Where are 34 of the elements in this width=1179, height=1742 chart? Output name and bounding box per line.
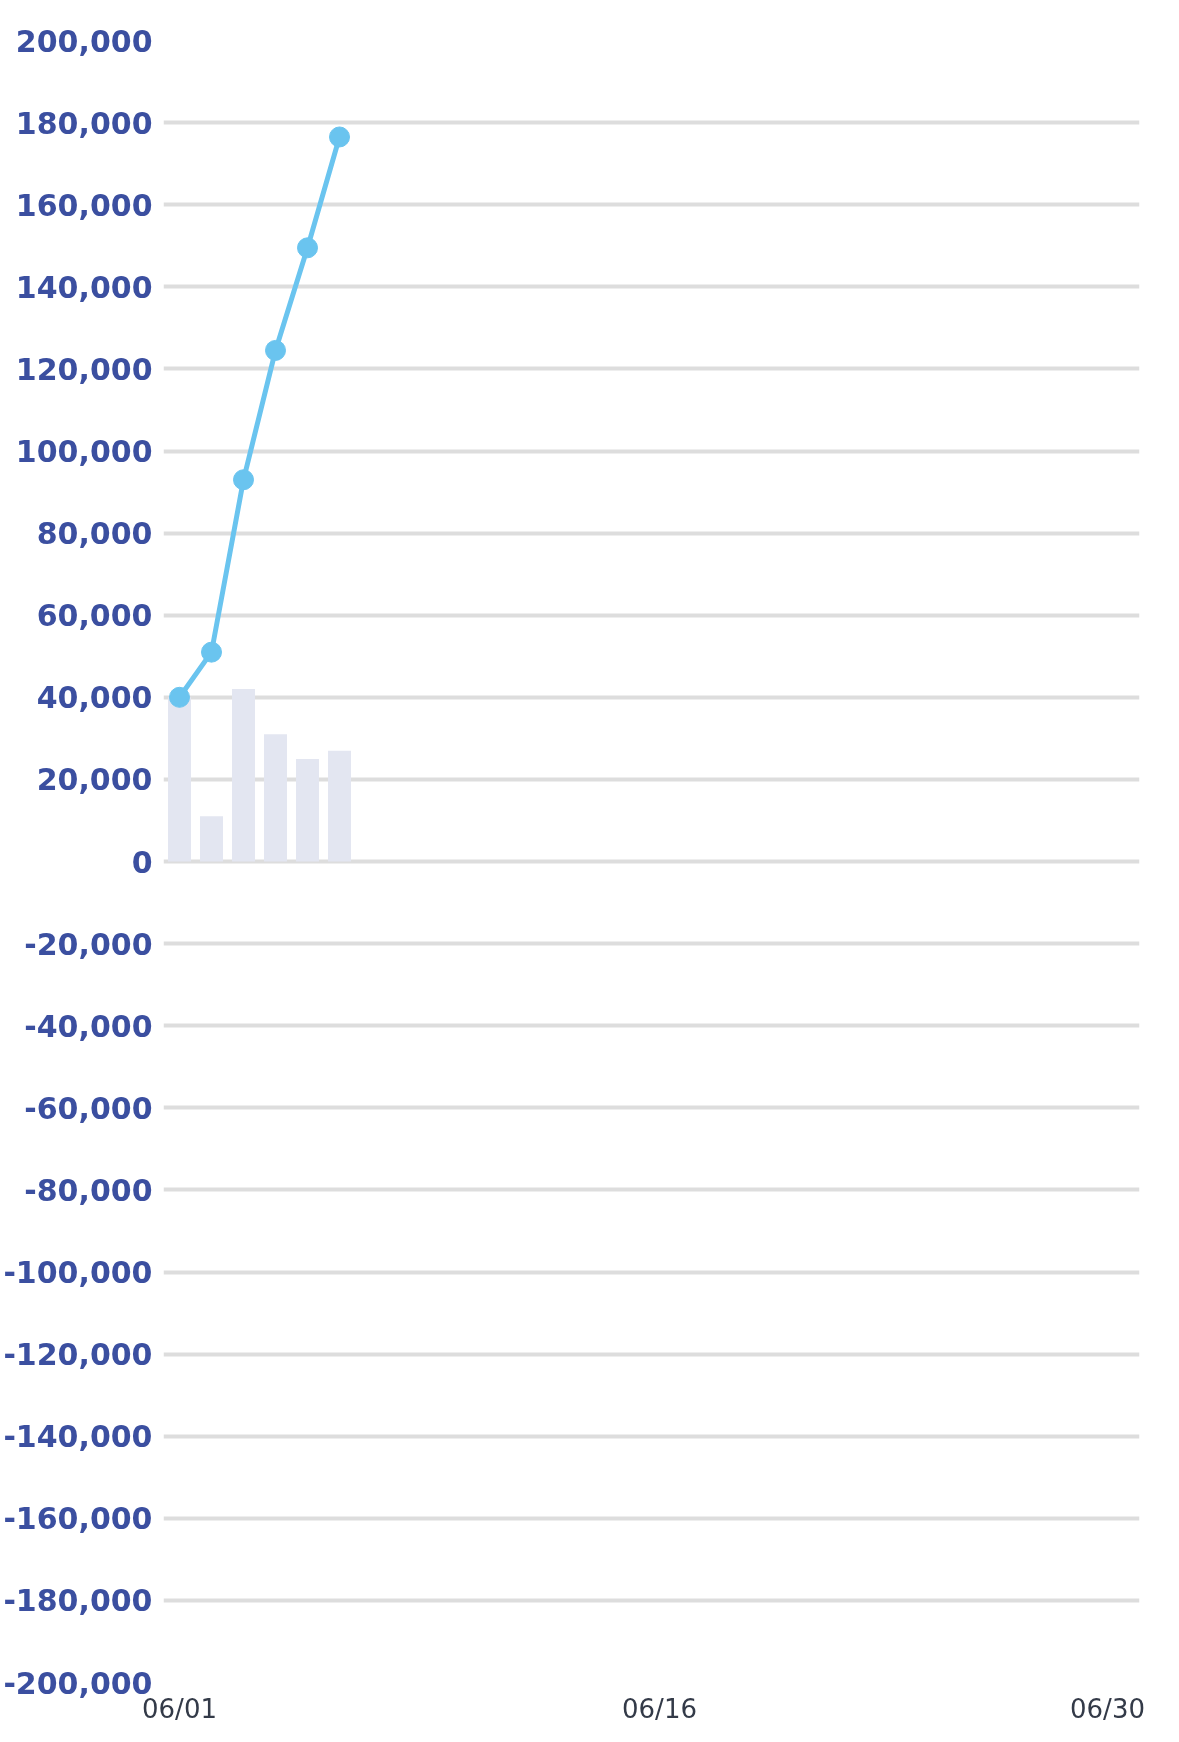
y-tick-label: 80,000: [36, 516, 153, 552]
bar: [167, 697, 192, 862]
y-tick-label: 60,000: [36, 598, 153, 634]
y-tick-label: -20,000: [24, 926, 153, 962]
y-tick-label: -140,000: [3, 1419, 153, 1455]
y-tick-label: 40,000: [36, 680, 153, 716]
point: [169, 686, 190, 708]
y-tick-label: -80,000: [24, 1172, 153, 1208]
point: [329, 126, 350, 148]
y-tick-label: 200,000: [15, 23, 153, 59]
y-tick-label: 0: [131, 844, 153, 880]
y-tick-label: -40,000: [24, 1008, 153, 1044]
x-tick-label: 06/16: [622, 1693, 697, 1724]
y-tick-label: 100,000: [15, 434, 153, 469]
y-tick-label: -120,000: [3, 1337, 153, 1373]
y-tick-label: -100,000: [3, 1255, 153, 1290]
y-tick-label: 180,000: [15, 105, 153, 141]
y-tick-label: -180,000: [3, 1583, 153, 1619]
y-tick-label: 20,000: [36, 762, 153, 798]
y-tick-label: -160,000: [3, 1501, 153, 1537]
y-tick-label: 160,000: [15, 187, 153, 223]
point: [265, 339, 286, 361]
y-tick-label: -60,000: [24, 1090, 153, 1126]
bar: [295, 758, 320, 862]
point: [233, 469, 254, 491]
y-tick-label: 140,000: [15, 269, 153, 305]
y-tick-label: 120,000: [15, 351, 153, 387]
x-tick-label: 06/30: [1070, 1693, 1145, 1724]
point: [297, 237, 318, 259]
bar: [231, 689, 256, 862]
point: [201, 641, 222, 663]
bar: [263, 734, 288, 862]
bar: [327, 750, 352, 862]
bar: [199, 816, 224, 862]
